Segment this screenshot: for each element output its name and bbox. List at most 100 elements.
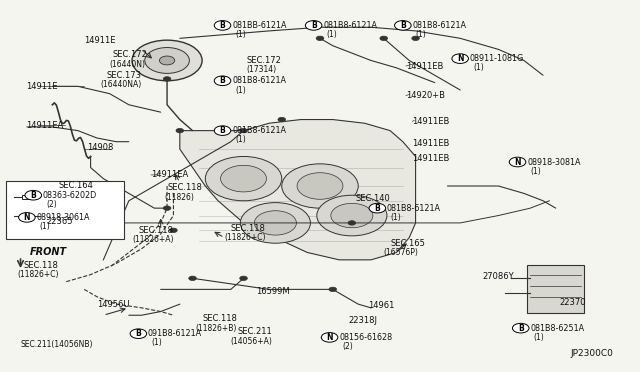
- Circle shape: [316, 36, 324, 41]
- Text: 14911EA: 14911EA: [26, 121, 63, 129]
- Text: 08918-3061A: 08918-3061A: [36, 213, 90, 222]
- Text: (2): (2): [46, 200, 57, 209]
- Text: 16599M: 16599M: [256, 287, 290, 296]
- Text: SEC.118: SEC.118: [202, 314, 237, 323]
- Text: N: N: [24, 213, 30, 222]
- Circle shape: [189, 276, 196, 280]
- Circle shape: [205, 157, 282, 201]
- Polygon shape: [180, 119, 415, 260]
- Text: (1): (1): [40, 222, 51, 231]
- Text: 08363-6202D: 08363-6202D: [43, 191, 97, 200]
- Circle shape: [240, 128, 247, 133]
- Text: SEC.172: SEC.172: [113, 51, 148, 60]
- Text: B: B: [518, 324, 524, 333]
- Text: (1): (1): [236, 86, 246, 94]
- Text: 081B8-6121A: 081B8-6121A: [232, 76, 286, 85]
- Text: (11826+C): (11826+C): [17, 270, 59, 279]
- Circle shape: [452, 54, 468, 63]
- Circle shape: [130, 329, 147, 339]
- Text: B: B: [374, 203, 380, 213]
- Text: SEC.140: SEC.140: [355, 195, 390, 203]
- Text: 08911-1081G: 08911-1081G: [470, 54, 524, 63]
- Text: SEC.172: SEC.172: [246, 56, 282, 65]
- Text: 08156-61628: 08156-61628: [339, 333, 392, 342]
- Text: (11826+B): (11826+B): [196, 324, 237, 333]
- Text: (1): (1): [326, 30, 337, 39]
- Circle shape: [369, 203, 386, 213]
- Text: 081B8-6121A: 081B8-6121A: [232, 126, 286, 135]
- Text: 14911EB: 14911EB: [412, 117, 450, 126]
- Text: 14911EB: 14911EB: [406, 61, 444, 71]
- FancyBboxPatch shape: [6, 181, 124, 239]
- Text: 081B8-6121A: 081B8-6121A: [323, 21, 377, 30]
- Text: (11826): (11826): [164, 193, 194, 202]
- Text: 14911EB: 14911EB: [412, 139, 450, 148]
- Circle shape: [348, 221, 356, 225]
- Circle shape: [170, 228, 177, 232]
- Text: SEC.118: SEC.118: [167, 183, 202, 192]
- Text: N: N: [326, 333, 333, 342]
- Circle shape: [321, 333, 338, 342]
- Text: 27086Y: 27086Y: [483, 272, 514, 281]
- FancyBboxPatch shape: [22, 195, 32, 199]
- Text: 14911EB: 14911EB: [412, 154, 450, 163]
- Text: (1): (1): [473, 63, 484, 72]
- Text: SEC.164: SEC.164: [59, 182, 93, 190]
- Circle shape: [221, 165, 266, 192]
- Circle shape: [297, 173, 343, 199]
- Circle shape: [254, 211, 296, 235]
- FancyBboxPatch shape: [527, 265, 584, 313]
- Circle shape: [282, 164, 358, 208]
- Text: 081BB-6121A: 081BB-6121A: [232, 21, 287, 30]
- Circle shape: [380, 36, 388, 41]
- Text: (1): (1): [415, 30, 426, 39]
- Text: B: B: [30, 191, 36, 200]
- Text: (1): (1): [236, 30, 246, 39]
- Text: (1): (1): [531, 167, 541, 176]
- Text: (1): (1): [236, 135, 246, 144]
- Text: B: B: [400, 21, 406, 30]
- Text: (1): (1): [151, 339, 162, 347]
- Text: (14056+A): (14056+A): [231, 337, 273, 346]
- Text: 22370: 22370: [559, 298, 586, 307]
- Text: (11826+A): (11826+A): [132, 235, 173, 244]
- Text: (16576P): (16576P): [384, 248, 419, 257]
- Text: 081B8-6121A: 081B8-6121A: [387, 203, 441, 213]
- Text: 081B8-6251A: 081B8-6251A: [531, 324, 584, 333]
- Circle shape: [163, 206, 171, 211]
- Text: SEC.211(14056NB): SEC.211(14056NB): [20, 340, 93, 349]
- Text: (1): (1): [534, 333, 544, 342]
- Circle shape: [317, 195, 387, 236]
- Circle shape: [159, 56, 175, 65]
- Text: SEC.118: SEC.118: [24, 261, 59, 270]
- Text: B: B: [311, 21, 317, 30]
- Text: SEC.118: SEC.118: [231, 224, 266, 233]
- Circle shape: [176, 128, 184, 133]
- Text: B: B: [136, 329, 141, 338]
- Circle shape: [214, 76, 231, 86]
- Text: B: B: [220, 21, 225, 30]
- Text: JP2300C0: JP2300C0: [570, 349, 613, 358]
- Text: 22365: 22365: [46, 217, 72, 225]
- Text: SEC.173: SEC.173: [106, 71, 141, 80]
- Text: 14956U: 14956U: [97, 300, 129, 309]
- Text: (17314): (17314): [246, 65, 277, 74]
- Circle shape: [241, 203, 310, 243]
- Text: (16440N): (16440N): [109, 60, 146, 69]
- Circle shape: [278, 117, 285, 122]
- Text: SEC.211: SEC.211: [237, 327, 272, 336]
- Text: 091B8-6121A: 091B8-6121A: [148, 329, 202, 338]
- Circle shape: [214, 126, 231, 135]
- Circle shape: [509, 157, 526, 167]
- Circle shape: [394, 20, 411, 30]
- Circle shape: [19, 212, 35, 222]
- Circle shape: [145, 48, 189, 73]
- Circle shape: [329, 287, 337, 292]
- Text: (16440NA): (16440NA): [100, 80, 141, 89]
- Circle shape: [163, 77, 171, 81]
- Circle shape: [214, 20, 231, 30]
- Circle shape: [412, 36, 419, 41]
- Text: 14911E: 14911E: [84, 36, 116, 45]
- Text: N: N: [457, 54, 463, 63]
- Text: 14911EA: 14911EA: [151, 170, 188, 179]
